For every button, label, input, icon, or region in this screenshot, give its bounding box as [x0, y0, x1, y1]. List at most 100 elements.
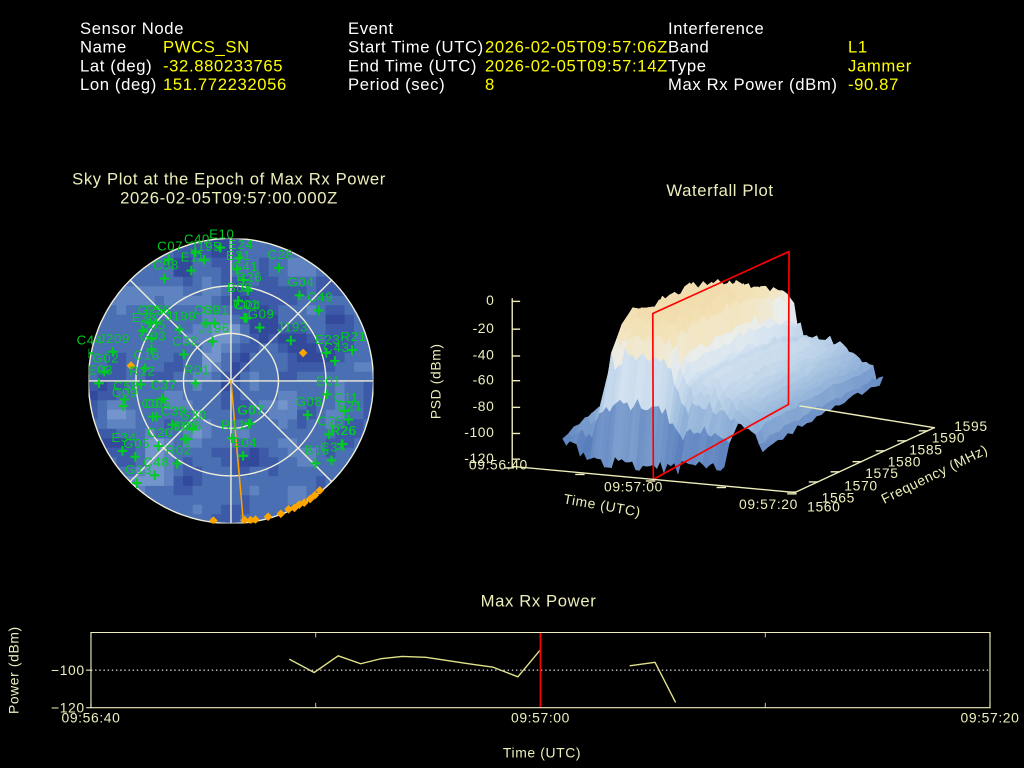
svg-text:1565: 1565	[822, 489, 855, 505]
svg-text:J193: J193	[277, 320, 308, 335]
svg-text:G02: G02	[92, 351, 119, 366]
svg-text:J199: J199	[165, 309, 196, 324]
svg-text:C11: C11	[334, 390, 359, 405]
svg-text:-60: -60	[473, 371, 495, 387]
svg-text:E21: E21	[337, 399, 362, 414]
svg-text:E34: E34	[111, 430, 136, 445]
svg-text:C40: C40	[184, 231, 210, 246]
svg-text:Lat (deg): Lat (deg)	[80, 56, 152, 75]
svg-text:G30: G30	[180, 408, 207, 423]
svg-text:J209: J209	[99, 331, 130, 346]
svg-text:G41: G41	[232, 259, 259, 274]
svg-text:09:56:40: 09:56:40	[469, 457, 528, 473]
svg-text:E38: E38	[132, 310, 157, 325]
svg-text:C01: C01	[233, 297, 259, 312]
svg-text:Interference: Interference	[668, 19, 764, 38]
svg-text:Period (sec): Period (sec)	[348, 75, 445, 94]
svg-text:Waterfall Plot: Waterfall Plot	[666, 181, 773, 200]
svg-text:C28: C28	[267, 247, 293, 262]
svg-text:C16: C16	[134, 347, 160, 362]
svg-text:09:56:40: 09:56:40	[61, 710, 120, 726]
svg-text:R26: R26	[236, 270, 262, 285]
svg-text:Type: Type	[668, 56, 707, 75]
svg-text:2026-02-05T09:57:14Z: 2026-02-05T09:57:14Z	[485, 56, 668, 75]
svg-text:Sky Plot at the Epoch of Max R: Sky Plot at the Epoch of Max Rx Power	[72, 169, 386, 188]
svg-text:1580: 1580	[888, 453, 921, 469]
svg-text:R26: R26	[330, 423, 356, 438]
svg-text:B16: B16	[304, 442, 329, 457]
svg-text:R12: R12	[129, 364, 155, 379]
svg-text:E06: E06	[173, 418, 198, 433]
svg-text:C44: C44	[77, 332, 103, 347]
svg-text:0: 0	[486, 292, 494, 308]
svg-text:C25: C25	[318, 413, 344, 428]
svg-text:Name: Name	[80, 37, 127, 56]
svg-text:R11: R11	[221, 417, 246, 432]
svg-text:C04: C04	[235, 297, 261, 312]
svg-text:151.772232056: 151.772232056	[163, 75, 287, 94]
svg-text:2026-02-05T09:57:00.000Z: 2026-02-05T09:57:00.000Z	[120, 188, 338, 207]
svg-text:-32.880233765: -32.880233765	[163, 56, 283, 75]
svg-text:-90.87: -90.87	[848, 75, 899, 94]
svg-text:E11: E11	[181, 250, 205, 265]
svg-text:-80: -80	[473, 398, 495, 414]
svg-text:8: 8	[485, 75, 495, 94]
svg-text:C39: C39	[161, 404, 187, 419]
svg-text:G25: G25	[138, 302, 165, 317]
svg-text:B06: B06	[176, 418, 201, 433]
svg-text:R02: R02	[166, 443, 192, 458]
svg-text:Power (dBm): Power (dBm)	[6, 626, 22, 714]
svg-text:Event: Event	[348, 19, 394, 38]
svg-text:09:57:00: 09:57:00	[604, 479, 663, 495]
svg-text:1590: 1590	[932, 430, 965, 446]
svg-text:1585: 1585	[909, 441, 942, 457]
svg-text:E10: E10	[209, 227, 234, 242]
svg-text:B08: B08	[227, 280, 252, 295]
svg-text:1560: 1560	[807, 498, 840, 514]
svg-text:09:57:20: 09:57:20	[960, 710, 1019, 726]
svg-text:E56: E56	[145, 302, 170, 317]
svg-text:R01: R01	[184, 362, 210, 377]
svg-text:C05: C05	[140, 317, 166, 332]
svg-text:2026-02-05T09:57:06Z: 2026-02-05T09:57:06Z	[485, 37, 668, 56]
svg-text:Start Time (UTC): Start Time (UTC)	[348, 37, 484, 56]
svg-text:C59: C59	[194, 302, 220, 317]
svg-text:G04: G04	[287, 274, 314, 289]
svg-text:-120: -120	[464, 450, 494, 466]
svg-text:R21: R21	[341, 329, 367, 344]
svg-text:−100: −100	[51, 662, 85, 678]
svg-text:E03: E03	[88, 362, 113, 377]
svg-text:C20: C20	[147, 425, 173, 440]
svg-text:C49: C49	[307, 290, 333, 305]
svg-text:1595: 1595	[954, 418, 987, 434]
svg-text:E04: E04	[232, 435, 257, 450]
svg-text:C43: C43	[323, 340, 349, 355]
svg-text:G07: G07	[238, 403, 265, 418]
svg-text:PWCS_SN: PWCS_SN	[163, 37, 250, 56]
svg-text:C32: C32	[172, 334, 198, 349]
svg-text:End Time (UTC): End Time (UTC)	[348, 56, 477, 75]
svg-text:-100: -100	[464, 424, 494, 440]
svg-text:-40: -40	[473, 347, 495, 363]
svg-text:E31: E31	[226, 248, 251, 263]
svg-text:E24: E24	[228, 237, 253, 252]
svg-text:Lon (deg): Lon (deg)	[80, 75, 157, 94]
svg-text:G08: G08	[296, 394, 323, 409]
svg-text:PSD (dBm): PSD (dBm)	[427, 343, 443, 419]
svg-text:Jammer: Jammer	[848, 56, 912, 75]
svg-text:J196: J196	[199, 321, 230, 336]
svg-text:C37: C37	[151, 378, 177, 393]
svg-text:G09: G09	[248, 307, 275, 322]
svg-text:L1: L1	[848, 37, 868, 56]
svg-text:G07: G07	[237, 403, 264, 418]
svg-text:C48: C48	[143, 454, 169, 469]
svg-text:C05: C05	[145, 396, 171, 411]
svg-text:C07: C07	[157, 239, 183, 254]
svg-text:C06: C06	[141, 396, 167, 411]
svg-text:J195: J195	[190, 239, 221, 254]
svg-text:−120: −120	[51, 700, 85, 716]
svg-text:Sensor Node: Sensor Node	[80, 19, 184, 38]
svg-text:G13: G13	[125, 462, 152, 477]
svg-text:G03: G03	[140, 328, 167, 343]
svg-text:C09: C09	[112, 385, 138, 400]
